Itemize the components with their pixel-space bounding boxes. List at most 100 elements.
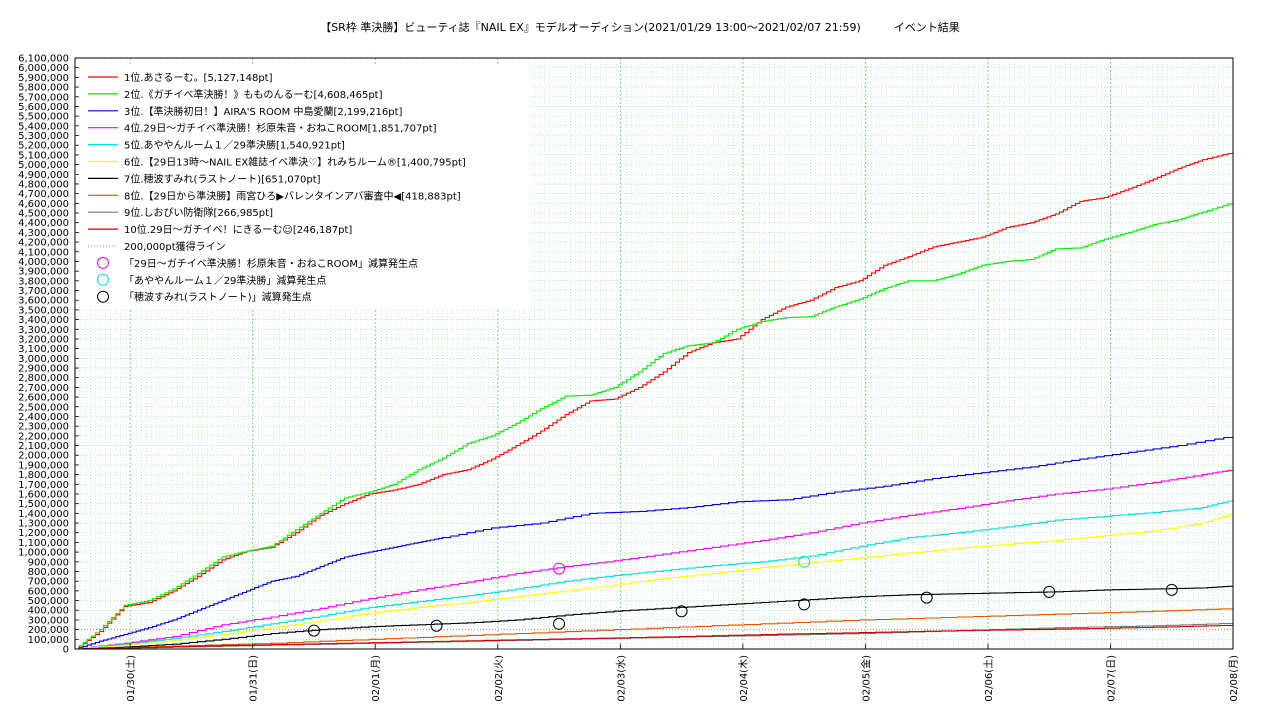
series-line-5 <box>75 499 1234 650</box>
y-tick-label: 1,300,000 <box>18 519 69 530</box>
y-tick-label: 5,900,000 <box>18 73 69 84</box>
reduction-marker <box>307 624 320 637</box>
y-tick-label: 700,000 <box>28 577 69 588</box>
series-lines <box>75 152 1234 650</box>
legend-marker <box>97 273 109 286</box>
y-tick-label: 3,700,000 <box>18 286 69 297</box>
legend-label: 8位.【29日から準決勝】雨宮ひろ▶バレンタインアバ審査中◀[418,883pt… <box>124 189 461 202</box>
x-tick-label: 02/04(木) <box>738 655 750 702</box>
reduction-marker <box>798 598 811 611</box>
y-tick-label: 3,600,000 <box>18 296 69 307</box>
y-tick-label: 1,700,000 <box>18 480 69 491</box>
reduction-marker <box>553 617 566 630</box>
legend-label: 5位.あややんルーム１／29準決勝[1,540,921pt] <box>124 139 345 152</box>
legend-label: 4位.29日〜ガチイベ準決勝！杉原朱音・おねこROOM[1,851,707pt] <box>124 122 437 135</box>
y-tick-label: 1,100,000 <box>18 538 69 549</box>
y-tick-label: 1,400,000 <box>18 509 69 520</box>
y-tick-label: 600,000 <box>28 586 69 597</box>
y-tick-label: 3,300,000 <box>18 325 69 336</box>
y-tick-label: 4,800,000 <box>18 179 69 190</box>
plot-frame <box>74 57 1234 650</box>
y-tick-label: 5,300,000 <box>18 131 69 142</box>
x-tick-label: 01/31(日) <box>249 655 260 702</box>
y-tick-label: 2,800,000 <box>18 373 69 384</box>
series-line-10 <box>75 624 1234 650</box>
y-tick-label: 0 <box>63 645 69 656</box>
x-tick-label: 02/01(月) <box>370 655 382 702</box>
reduction-marker <box>1165 583 1178 596</box>
x-tick-label: 02/05(金) <box>859 655 872 702</box>
y-tick-label: 400,000 <box>28 606 69 617</box>
y-tick-label: 3,200,000 <box>18 334 69 345</box>
y-tick-label: 1,600,000 <box>18 489 69 500</box>
series-line-2 <box>75 202 1234 650</box>
legend-marker <box>97 290 109 303</box>
legend-label: 「29日〜ガチイベ準決勝！杉原朱音・おねこROOM」減算発生点 <box>124 257 418 270</box>
legend-box <box>80 64 530 310</box>
legend-label: 200,000pt獲得ライン <box>124 240 226 253</box>
y-tick-label: 6,100,000 <box>18 54 69 65</box>
y-tick-label: 4,900,000 <box>18 170 69 181</box>
y-tick-label: 3,500,000 <box>18 305 69 316</box>
legend-marker <box>97 256 109 269</box>
y-tick-label: 4,600,000 <box>18 199 69 210</box>
y-tick-label: 5,200,000 <box>18 141 69 152</box>
y-tick-label: 1,500,000 <box>18 499 69 510</box>
y-tick-label: 100,000 <box>28 635 69 646</box>
y-axis: 0100,000200,000300,000400,000500,000600,… <box>18 54 79 656</box>
y-tick-label: 2,500,000 <box>18 402 69 413</box>
chart-title: 【SR枠 準決勝】ビューティ誌『NAIL EX』モデルオーディション(2021/… <box>320 21 960 34</box>
y-tick-label: 2,900,000 <box>18 364 69 375</box>
legend-label: 9位.しおぴい防衛隊[266,985pt] <box>124 206 273 219</box>
y-tick-label: 4,300,000 <box>18 228 69 239</box>
x-tick-label: 02/02(火) <box>493 655 505 702</box>
y-tick-label: 2,000,000 <box>18 451 69 462</box>
y-tick-label: 5,700,000 <box>18 92 69 103</box>
y-tick-label: 2,400,000 <box>18 412 69 423</box>
y-tick-label: 1,000,000 <box>18 548 69 559</box>
y-tick-label: 3,900,000 <box>18 267 69 278</box>
y-tick-label: 4,200,000 <box>18 238 69 249</box>
y-tick-label: 3,400,000 <box>18 315 69 326</box>
reduction-marker <box>553 562 566 575</box>
y-tick-label: 5,800,000 <box>18 83 69 94</box>
legend: 1位.あさるーむ。[5,127,148pt] 2位.《ガチイベ準決勝！》もものんる… <box>80 64 530 310</box>
x-tick-label: 01/30(土) <box>124 655 137 702</box>
x-axis: 01/30(土) 01/31(日) 02/01(月) 02/02(火) 02/03(水)… <box>124 644 1240 702</box>
y-tick-label: 1,800,000 <box>18 470 69 481</box>
y-tick-label: 900,000 <box>28 557 69 568</box>
y-tick-label: 2,600,000 <box>18 393 69 404</box>
y-tick-label: 3,000,000 <box>18 354 69 365</box>
y-tick-label: 300,000 <box>28 615 69 626</box>
legend-label: 2位.《ガチイベ準決勝！》もものんるーむ[4,608,465pt] <box>124 88 383 101</box>
y-tick-label: 4,000,000 <box>18 257 69 268</box>
y-tick-label: 2,100,000 <box>18 441 69 452</box>
series-line-3 <box>75 435 1234 650</box>
y-tick-label: 3,800,000 <box>18 276 69 287</box>
legend-label: 「あややんルーム１／29準決勝」減算発生点 <box>124 274 326 287</box>
x-tick-label: 02/03(水) <box>615 655 627 702</box>
y-tick-label: 5,600,000 <box>18 102 69 113</box>
x-tick-label: 02/08(月) <box>1228 655 1240 702</box>
reduction-marker <box>920 591 933 604</box>
legend-label: 10位.29日〜ガチイベ！にきるーむ☺[246,187pt] <box>124 223 352 236</box>
legend-label: 1位.あさるーむ。[5,127,148pt] <box>124 71 273 84</box>
y-tick-label: 1,900,000 <box>18 460 69 471</box>
reduction-markers <box>307 555 1178 637</box>
y-tick-label: 2,200,000 <box>18 431 69 442</box>
series-line-7 <box>75 585 1234 650</box>
y-tick-label: 2,700,000 <box>18 383 69 394</box>
y-tick-label: 4,700,000 <box>18 189 69 200</box>
y-tick-label: 1,200,000 <box>18 528 69 539</box>
legend-label: 3位.【準決勝初日！】AIRA'S ROOM 中島愛蘭[2,199,216pt] <box>124 105 403 118</box>
legend-label: 6位.【29日13時〜NAIL EX雑誌イベ準決♡】れみちルーム®[1,400,… <box>124 156 466 169</box>
y-tick-label: 4,100,000 <box>18 247 69 258</box>
y-tick-label: 200,000 <box>28 625 69 636</box>
legend-label: 7位.穂波すみれ(ラストノート)[651,070pt] <box>124 172 321 185</box>
series-line-4 <box>75 469 1234 650</box>
x-tick-label: 02/06(土) <box>982 655 995 702</box>
y-tick-label: 500,000 <box>28 596 69 607</box>
reduction-marker <box>798 555 811 568</box>
y-tick-label: 5,400,000 <box>18 121 69 132</box>
series-line-6 <box>75 513 1234 650</box>
